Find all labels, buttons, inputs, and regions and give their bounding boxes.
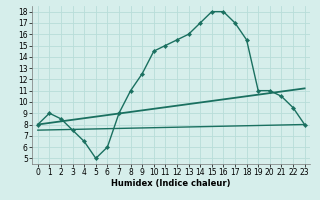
X-axis label: Humidex (Indice chaleur): Humidex (Indice chaleur) <box>111 179 231 188</box>
